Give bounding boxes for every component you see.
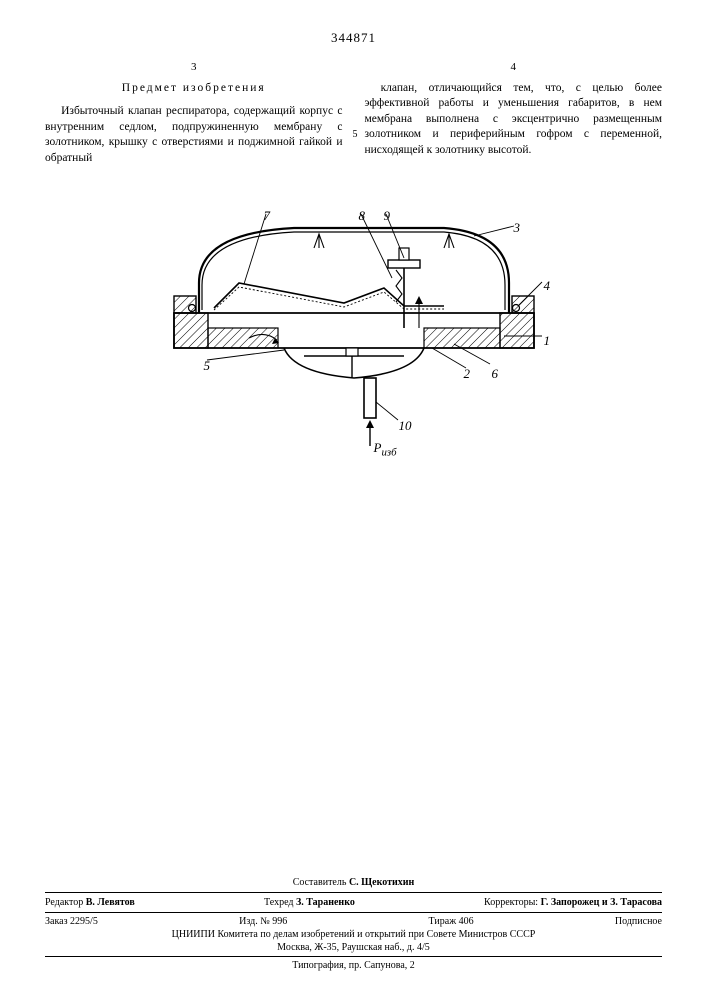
two-column-text: 3 Предмет изобретения Избыточный клапан …: [45, 60, 662, 166]
editor-label: Редактор: [45, 897, 83, 908]
callout-8: 8: [359, 208, 366, 224]
org-line: ЦНИИПИ Комитета по делам изобретений и о…: [45, 928, 662, 941]
pressure-label: Pизб: [374, 440, 397, 459]
order-no: Заказ 2295/5: [45, 915, 98, 928]
pressure-sub: изб: [381, 447, 396, 459]
podpis: Подписное: [615, 915, 662, 928]
section-heading: Предмет изобретения: [45, 81, 343, 97]
proof-label: Корректоры:: [484, 897, 538, 908]
page: 344871 3 Предмет изобретения Избыточный …: [0, 0, 707, 1000]
callout-10: 10: [399, 418, 412, 434]
footer: Составитель С. Щекотихин Редактор В. Лев…: [45, 876, 662, 972]
right-paragraph: клапан, отличающийся тем, что, с целью б…: [365, 81, 663, 159]
callout-4: 4: [544, 278, 551, 294]
left-paragraph: Избыточный клапан респиратора, содержащи…: [45, 104, 343, 166]
callout-9: 9: [384, 208, 391, 224]
compiler-name: С. Щекотихин: [349, 877, 414, 888]
callout-7: 7: [264, 208, 271, 224]
editor-name: В. Левятов: [86, 897, 135, 908]
col-num-left: 3: [45, 60, 343, 75]
figure: 7 8 9 3 4 1 6 2 5 10 Pизб: [144, 188, 564, 468]
izd-no: Изд. № 996: [239, 915, 287, 928]
techred-name: З. Тараненко: [296, 897, 355, 908]
techred-label: Техред: [264, 897, 293, 908]
document-number: 344871: [45, 30, 662, 46]
figure-svg: [144, 188, 564, 468]
line-ref-5: 5: [353, 128, 358, 142]
left-column: 3 Предмет изобретения Избыточный клапан …: [45, 60, 343, 166]
col-num-right: 4: [365, 60, 663, 75]
callout-1: 1: [544, 333, 551, 349]
compiler-label: Составитель: [293, 877, 347, 888]
tirazh: Тираж 406: [429, 915, 474, 928]
proof-names: Г. Запорожец и З. Тарасова: [541, 897, 662, 908]
callout-5: 5: [204, 358, 211, 374]
callout-3: 3: [514, 220, 521, 236]
callout-2: 2: [464, 366, 471, 382]
right-column: 4 5 клапан, отличающийся тем, что, с цел…: [365, 60, 663, 166]
callout-6: 6: [492, 366, 499, 382]
printer-line: Типография, пр. Сапунова, 2: [45, 959, 662, 972]
addr-line: Москва, Ж-35, Раушская наб., д. 4/5: [45, 941, 662, 954]
